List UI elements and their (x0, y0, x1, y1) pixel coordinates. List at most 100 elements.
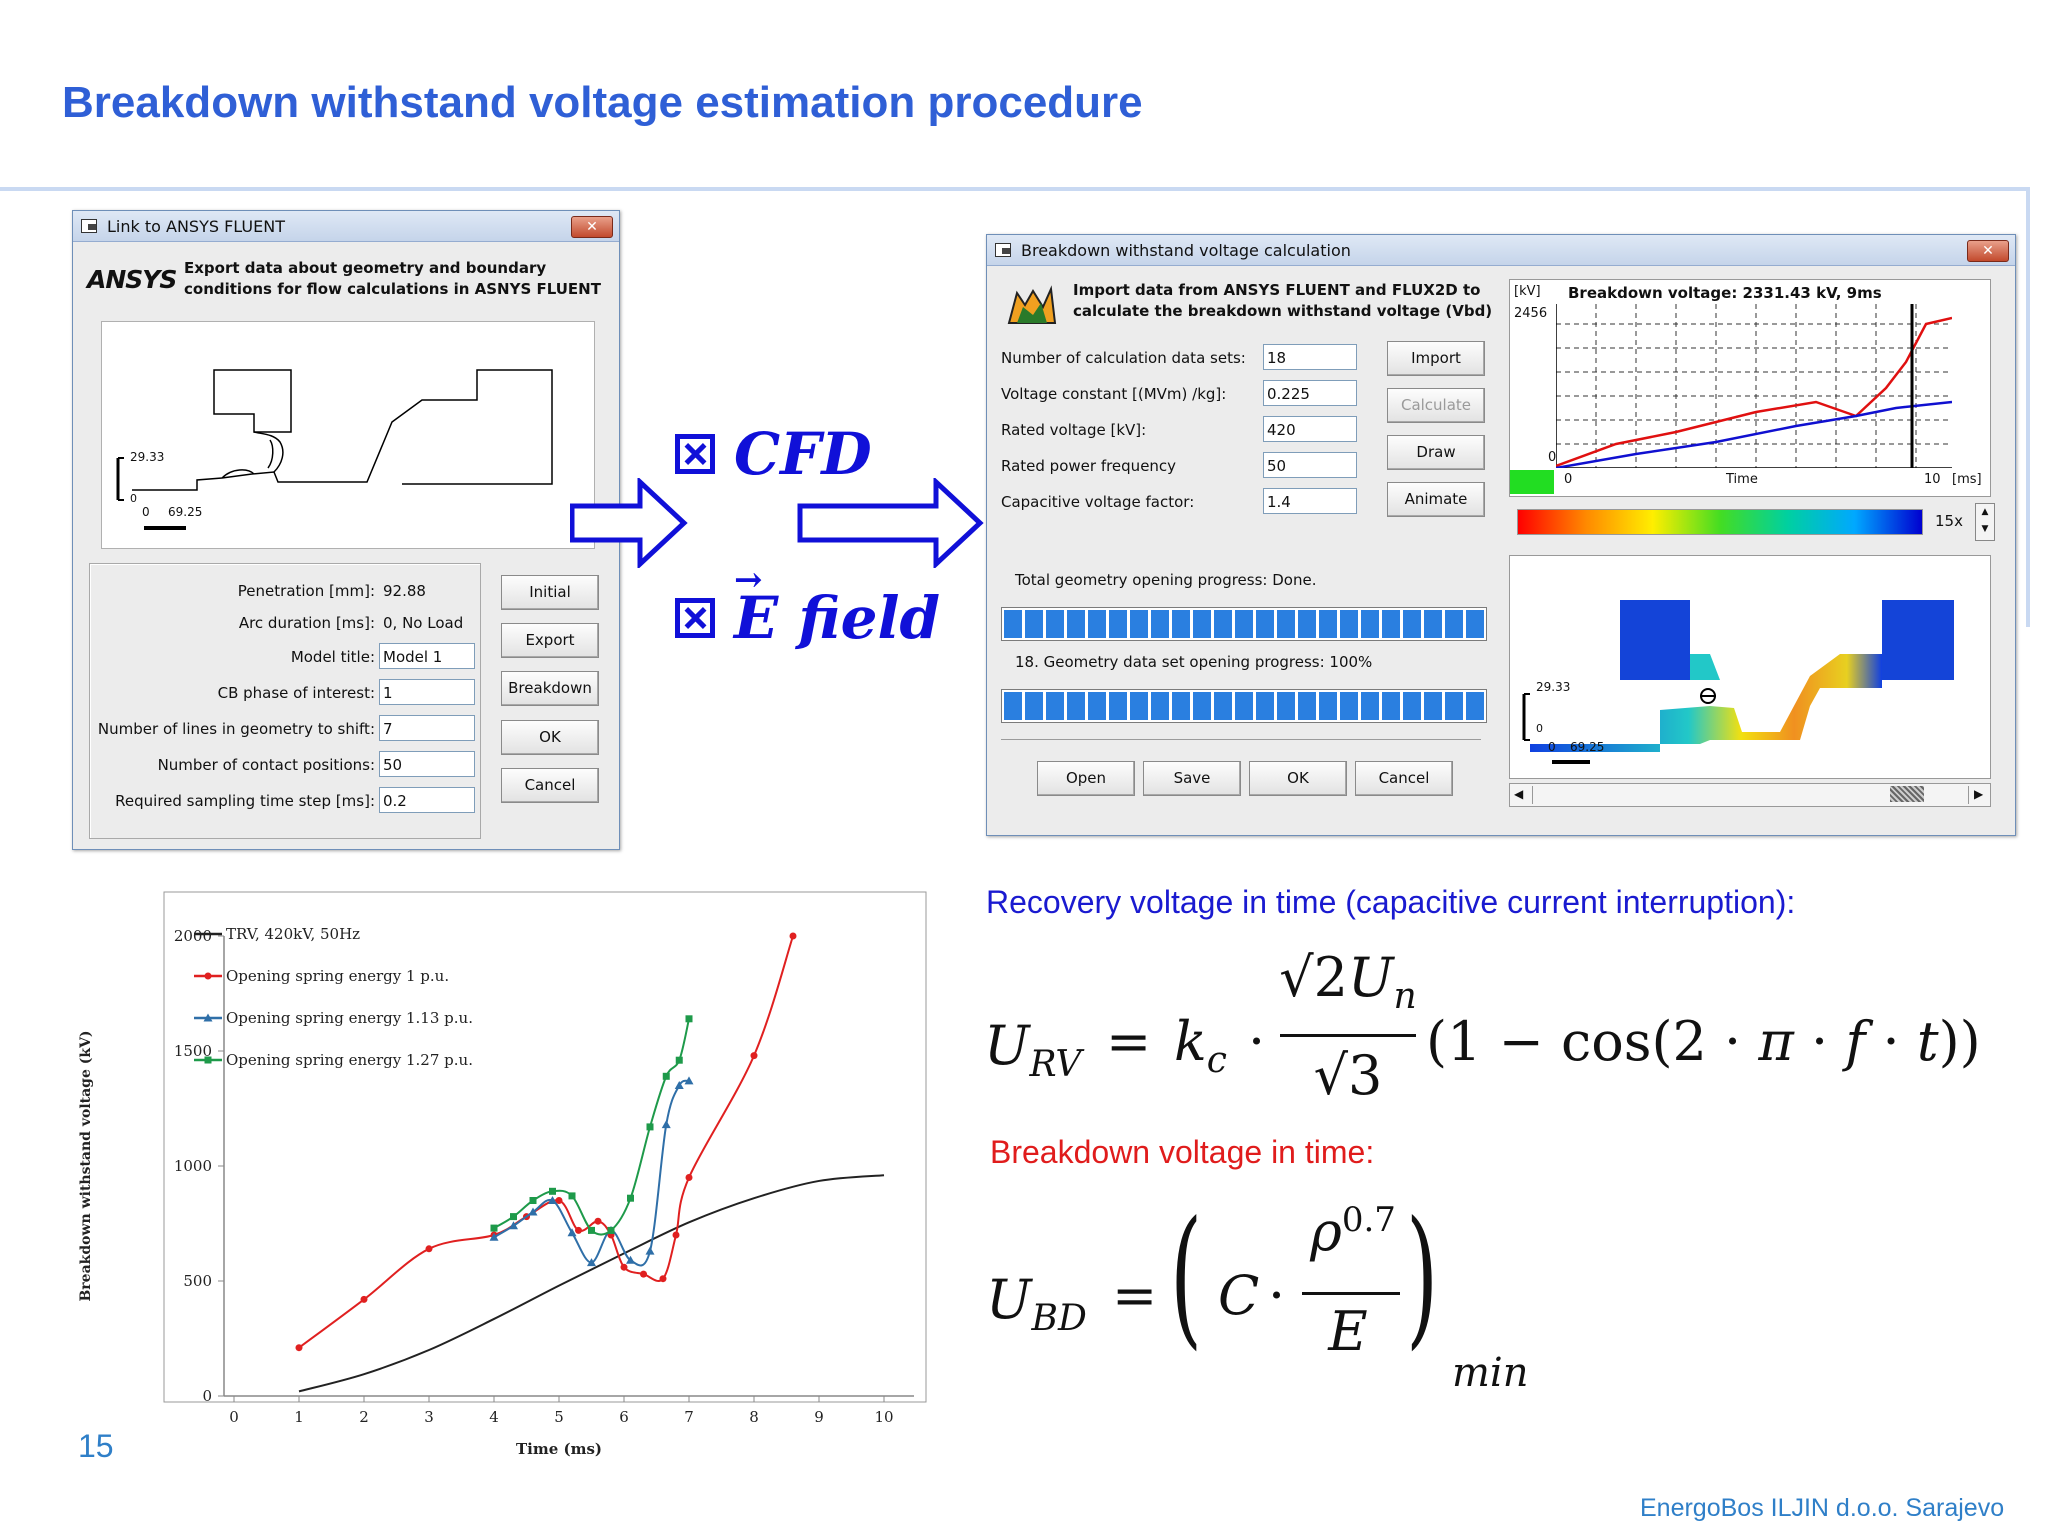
export-button[interactable]: Export (501, 623, 599, 658)
field-label: Capacitive voltage factor: (1001, 493, 1195, 511)
data-point (646, 1123, 654, 1131)
time-scrollbar[interactable]: ◀ ▶ (1509, 783, 1991, 807)
data-point (425, 1245, 433, 1253)
close-button[interactable]: ✕ (571, 216, 613, 238)
checkbox-x-icon (675, 434, 715, 474)
voltage-constant-input[interactable]: 0.225 (1263, 380, 1357, 406)
initial-button[interactable]: Initial (501, 575, 599, 610)
frequency-input[interactable]: 50 (1263, 452, 1357, 478)
ansys-logo-text: ANSYS (87, 265, 177, 294)
eq-equals: = (1112, 1264, 1158, 1327)
eq-kc: kc (1174, 1010, 1227, 1081)
field-label: Required sampling time step [ms]: (115, 792, 375, 810)
mini-chart-xmax: 10 (1924, 472, 1941, 487)
field-scale-origin: 0 (1536, 722, 1543, 735)
arrow-right-icon (570, 478, 688, 568)
x-tick-label: 2 (359, 1408, 369, 1426)
close-button[interactable]: ✕ (1967, 240, 2009, 262)
series-0 (298, 1174, 885, 1393)
cancel-button[interactable]: Cancel (1355, 761, 1453, 796)
ansys-logo: ANSYS (87, 265, 177, 294)
progress-fill-dataset (1004, 692, 1484, 720)
vector-arrow-icon: → (734, 560, 763, 600)
scroll-left-icon[interactable]: ◀ (1514, 787, 1524, 801)
eq-dot: · (1248, 1010, 1266, 1073)
mini-chart: [kV] Breakdown voltage: 2331.43 kV, 9ms … (1509, 279, 1991, 497)
eq-c: C (1218, 1264, 1260, 1327)
legend-label: Opening spring energy 1 p.u. (226, 967, 449, 985)
x-tick-label: 10 (874, 1408, 893, 1426)
cancel-button[interactable]: Cancel (501, 768, 599, 803)
efield-label: E field (734, 584, 941, 652)
scroll-thumb[interactable] (1890, 786, 1924, 802)
title-divider-right (2026, 187, 2030, 627)
data-point (490, 1224, 498, 1232)
data-point (594, 1217, 602, 1225)
data-point (529, 1197, 537, 1204)
progress-bar-dataset (1001, 689, 1487, 723)
geometry-outline (116, 369, 553, 530)
calculate-button: Calculate (1387, 388, 1485, 423)
ok-button[interactable]: OK (501, 720, 599, 755)
data-point (555, 1197, 563, 1204)
progress-fill-total (1004, 610, 1484, 638)
penetration-value: 92.88 (383, 582, 426, 600)
lines-shift-input[interactable]: 7 (379, 715, 475, 741)
scroll-right-icon[interactable]: ▶ (1974, 787, 1984, 801)
geometry-preview: 29.33 0 0 69.25 (101, 321, 595, 549)
save-button[interactable]: Save (1143, 761, 1241, 796)
data-point (674, 1081, 684, 1089)
data-point (640, 1270, 647, 1278)
data-point (607, 1226, 615, 1234)
sampling-step-input[interactable]: 0.2 (379, 787, 475, 813)
ok-button[interactable]: OK (1249, 761, 1347, 796)
arrow-right-icon (797, 478, 984, 568)
open-button[interactable]: Open (1037, 761, 1135, 796)
cb-phase-input[interactable]: 1 (379, 679, 475, 705)
data-point (360, 1295, 368, 1303)
data-point (627, 1194, 634, 1202)
scale-origin-label: 0 (130, 492, 137, 505)
data-point (204, 972, 212, 980)
y-tick-label: 500 (183, 1272, 212, 1290)
series-3 (490, 1015, 693, 1236)
field-label: Voltage constant [(MVm) /kg]: (1001, 385, 1227, 403)
footer-company: EnergoBos ILJIN d.o.o. Sarajevo (1640, 1494, 2005, 1522)
window-icon (995, 243, 1011, 257)
color-scale-bar (1517, 509, 1923, 535)
field-label: Rated power frequency (1001, 457, 1177, 475)
model-title-input[interactable]: Model 1 (379, 643, 475, 669)
animate-button[interactable]: Animate (1387, 482, 1485, 517)
data-sets-input[interactable]: 18 (1263, 344, 1357, 370)
data-point (203, 1013, 213, 1022)
draw-button[interactable]: Draw (1387, 435, 1485, 470)
mini-chart-plot (1556, 304, 1952, 468)
contact-positions-input[interactable]: 50 (379, 751, 475, 777)
import-button[interactable]: Import (1387, 341, 1485, 376)
eq-left-paren: ( (1170, 1190, 1203, 1364)
breakdown-titlebar[interactable]: Breakdown withstand voltage calculation … (987, 235, 2015, 266)
eq-equals: = (1106, 1010, 1152, 1073)
slide-title: Breakdown withstand voltage estimation p… (62, 78, 1143, 127)
scale-x1-label: 69.25 (168, 505, 203, 519)
fluent-description-2: conditions for flow calculations in ASNY… (184, 280, 601, 298)
x-tick-label: 8 (749, 1408, 759, 1426)
breakdown-voltage-equation: UBD = ( C · ρ0.7 E ) min (986, 1200, 1546, 1420)
capacitive-factor-input[interactable]: 1.4 (1263, 488, 1357, 514)
mini-chart-xlabel: Time (1726, 472, 1758, 487)
chart-legend: TRV, 420kV, 50Hz Opening spring energy 1 … (194, 925, 473, 1069)
efield-contour (1522, 600, 1954, 764)
fluent-titlebar[interactable]: Link to ANSYS FLUENT ✕ (73, 211, 619, 242)
eq-min: min (1452, 1350, 1529, 1396)
chart-svg: 0 1 2 3 4 5 6 7 8 9 10 0 500 1000 1500 2000 Time (ms) Bre… (78, 891, 927, 1458)
mini-chart-ymin: 0 (1548, 450, 1557, 465)
breakdown-button[interactable]: Breakdown (501, 671, 599, 706)
rated-voltage-input[interactable]: 420 (1263, 416, 1357, 442)
data-point (750, 1052, 758, 1060)
data-point (675, 1056, 683, 1064)
breakdown-dialog-title: Breakdown withstand voltage calculation (1021, 241, 1351, 260)
legend-item: Opening spring energy 1.13 p.u. (194, 1009, 473, 1027)
zoom-stepper[interactable]: ▲ ▼ (1975, 503, 1995, 541)
y-tick-label: 2000 (174, 927, 212, 945)
x-tick-label: 5 (554, 1408, 564, 1426)
